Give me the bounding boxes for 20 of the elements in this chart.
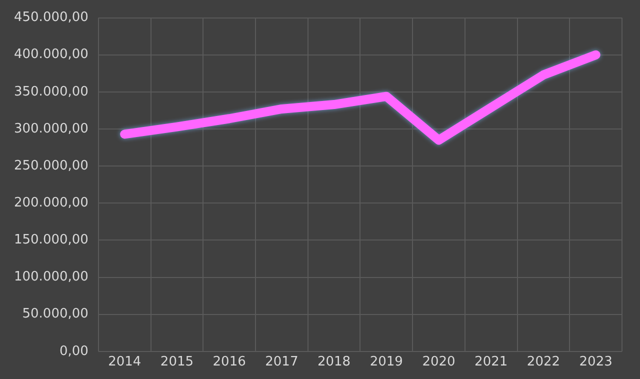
y-tick-label: 150.000,00: [14, 232, 88, 248]
y-tick-label: 250.000,00: [14, 158, 88, 174]
x-tick-label: 2023: [579, 354, 612, 370]
x-tick-label: 2016: [212, 354, 246, 370]
x-tick-label: 2017: [265, 354, 298, 370]
y-tick-label: 450.000,00: [14, 10, 88, 26]
y-tick-label: 300.000,00: [14, 121, 88, 136]
x-tick-label: 2015: [160, 354, 194, 370]
y-tick-label: 400.000,00: [14, 47, 88, 62]
x-tick-label: 2022: [526, 354, 560, 370]
x-tick-label: 2014: [108, 354, 142, 370]
x-tick-label: 2020: [422, 354, 456, 370]
y-tick-label: 350.000,00: [14, 84, 88, 100]
y-tick-label: 200.000,00: [14, 196, 88, 211]
x-tick-label: 2018: [317, 354, 351, 370]
y-tick-label: 100.000,00: [14, 270, 88, 285]
x-tick-label: 2019: [370, 354, 403, 370]
x-tick-label: 2021: [474, 354, 508, 370]
y-tick-label: 50.000,00: [22, 306, 88, 322]
y-tick-label: 0,00: [59, 344, 88, 359]
